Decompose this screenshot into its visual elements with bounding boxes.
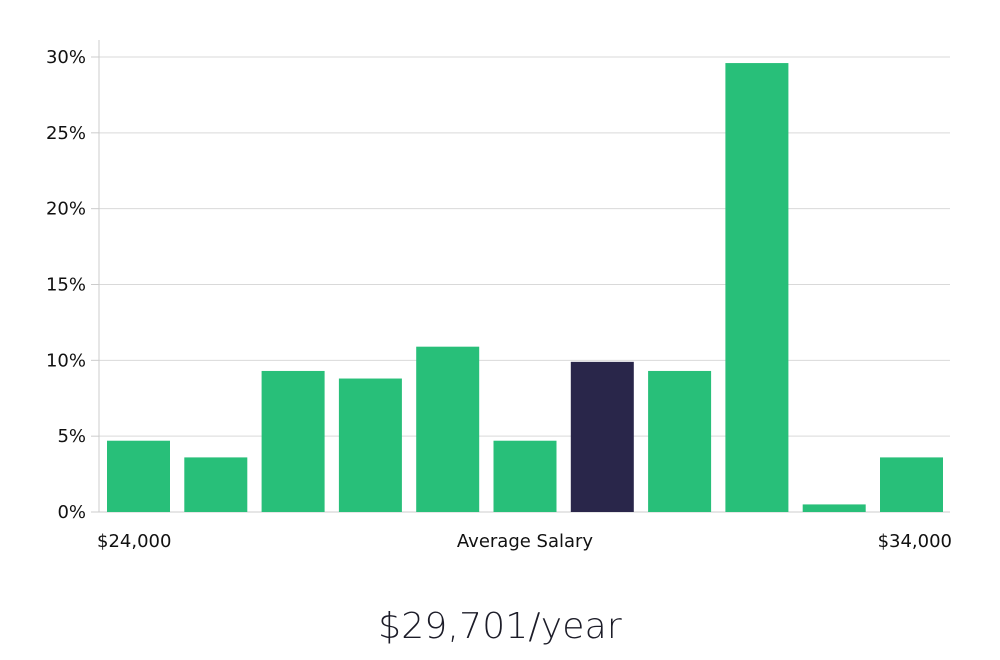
bar-0 <box>107 440 170 512</box>
y-tick-label-30: 30% <box>46 47 86 68</box>
y-tick-label-25: 25% <box>46 123 86 144</box>
bar-highlight <box>570 361 634 512</box>
bar-4 <box>416 346 480 512</box>
bar-3 <box>338 378 402 512</box>
bar-1 <box>184 457 248 512</box>
x-end-label: $34,000 <box>878 531 952 552</box>
x-start-label: $24,000 <box>97 531 171 552</box>
grid-lines <box>91 56 950 513</box>
bar-2 <box>261 370 325 512</box>
bar-8 <box>725 63 789 513</box>
y-tick-label-0: 0% <box>57 502 86 523</box>
y-tick-label-20: 20% <box>46 199 86 220</box>
average-salary-value: $29,701/year <box>378 606 622 647</box>
bar-7 <box>648 370 712 512</box>
y-tick-label-10: 10% <box>46 350 86 371</box>
bar-10 <box>880 457 943 512</box>
bars <box>107 63 943 513</box>
bar-9 <box>802 504 866 512</box>
y-axis-tick-labels: 0% 5% 10% 15% 20% 25% 30% <box>46 47 86 523</box>
y-tick-label-15: 15% <box>46 275 86 296</box>
x-axis-title: Average Salary <box>457 531 594 552</box>
bar-5 <box>493 440 557 512</box>
salary-histogram: 0% 5% 10% 15% 20% 25% 30% $24,000 Average Sala… <box>46 40 952 552</box>
y-tick-label-5: 5% <box>57 426 86 447</box>
